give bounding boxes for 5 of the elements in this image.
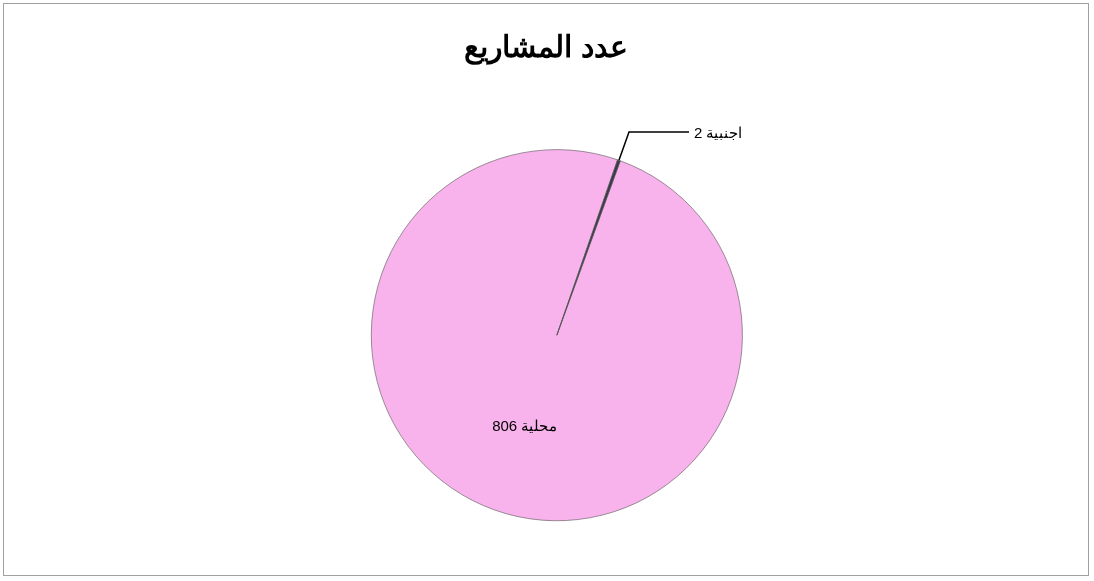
chart-title: عدد المشاريع xyxy=(464,29,628,65)
data-label: 2 xyxy=(693,123,703,141)
slice-label: محلية xyxy=(521,416,558,434)
data-label: 806 xyxy=(492,416,518,434)
slice-label: اجنبية xyxy=(706,123,743,141)
